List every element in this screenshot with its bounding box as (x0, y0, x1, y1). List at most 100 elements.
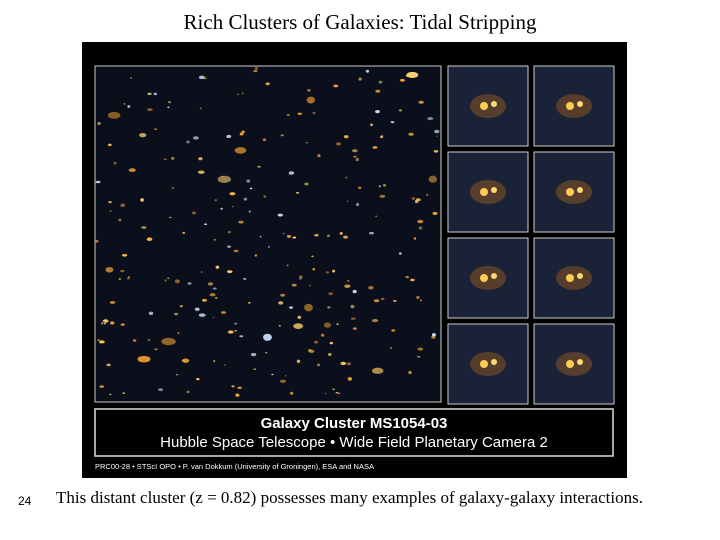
galaxy (243, 197, 248, 201)
galaxy (344, 284, 351, 288)
galaxy (182, 358, 190, 363)
galaxy (236, 93, 239, 96)
galaxy (336, 323, 339, 326)
thumbnail-core (566, 188, 574, 196)
galaxy (174, 312, 179, 316)
galaxy (408, 132, 414, 136)
image-credit: PRC00-28 • STScI OPO • P. van Dokkum (Un… (95, 462, 374, 471)
galaxy (187, 282, 192, 285)
slide-caption: This distant cluster (z = 0.82) possesse… (56, 488, 643, 507)
galaxy (128, 276, 130, 278)
galaxy (227, 245, 232, 248)
galaxy (343, 135, 349, 139)
galaxy (164, 279, 167, 282)
galaxy (382, 183, 386, 187)
galaxy (198, 157, 203, 161)
galaxy (304, 303, 313, 312)
galaxy (271, 373, 274, 376)
galaxy (120, 269, 125, 273)
galaxy (263, 195, 267, 198)
galaxy (295, 192, 300, 194)
galaxy (221, 175, 224, 178)
galaxy (220, 207, 223, 210)
galaxy (327, 234, 330, 237)
galaxy (217, 175, 231, 183)
galaxy (355, 202, 360, 207)
galaxy (391, 329, 396, 332)
galaxy (358, 186, 362, 189)
galaxy (398, 109, 402, 112)
galaxy (239, 335, 244, 338)
galaxy (414, 199, 419, 204)
galaxy (207, 282, 214, 286)
galaxy (375, 89, 381, 93)
galaxy (267, 245, 270, 248)
galaxy (392, 299, 397, 302)
galaxy (154, 348, 158, 351)
galaxy (332, 269, 336, 273)
galaxy (161, 337, 176, 346)
galaxy (345, 176, 348, 179)
galaxy (335, 142, 342, 146)
galaxy (346, 362, 351, 366)
galaxy (337, 392, 341, 395)
galaxy (209, 293, 216, 297)
galaxy (227, 230, 231, 234)
galaxy (233, 249, 239, 253)
galaxy (304, 182, 309, 186)
thumbnail-core (577, 101, 583, 107)
galaxy (168, 101, 172, 104)
galaxy (259, 235, 262, 238)
galaxy (128, 168, 136, 173)
galaxy (370, 123, 373, 127)
galaxy (213, 360, 216, 362)
galaxy (248, 210, 251, 213)
galaxy (174, 279, 180, 284)
galaxy (99, 385, 104, 388)
galaxy (214, 199, 217, 202)
galaxy (375, 109, 380, 114)
galaxy (340, 361, 347, 366)
galaxy (186, 390, 190, 394)
galaxy (113, 161, 117, 165)
galaxy (139, 132, 147, 138)
galaxy (213, 238, 217, 241)
galaxy (288, 171, 295, 175)
galaxy (147, 339, 151, 342)
galaxy (254, 254, 258, 257)
galaxy (432, 211, 438, 216)
galaxy (226, 134, 232, 139)
galaxy (212, 316, 215, 318)
thumbnail-core (566, 274, 574, 282)
thumbnail-core (491, 273, 497, 279)
galaxy (123, 103, 126, 105)
galaxy (312, 268, 316, 271)
galaxy (308, 348, 312, 352)
galaxy (171, 156, 175, 160)
galaxy (350, 304, 355, 309)
galaxy (286, 235, 292, 238)
thumbnail-core (491, 101, 497, 107)
galaxy (291, 283, 297, 287)
galaxy (241, 130, 245, 134)
galaxy (328, 292, 333, 296)
galaxy (297, 112, 302, 115)
galaxy (371, 318, 379, 323)
galaxy (305, 142, 308, 144)
galaxy (171, 187, 175, 189)
galaxy (122, 392, 125, 394)
galaxy (197, 170, 205, 174)
galaxy (358, 77, 362, 81)
galaxy (130, 77, 133, 79)
galaxy (297, 315, 302, 319)
galaxy (372, 146, 378, 149)
galaxy (194, 307, 200, 311)
galaxy (102, 319, 109, 323)
galaxy (343, 235, 349, 239)
galaxy (390, 121, 395, 124)
galaxy (126, 277, 130, 280)
galaxy (95, 180, 101, 184)
galaxy (153, 92, 158, 96)
galaxy (253, 70, 258, 73)
slide-title: Rich Clusters of Galaxies: Tidal Strippi… (183, 10, 537, 34)
